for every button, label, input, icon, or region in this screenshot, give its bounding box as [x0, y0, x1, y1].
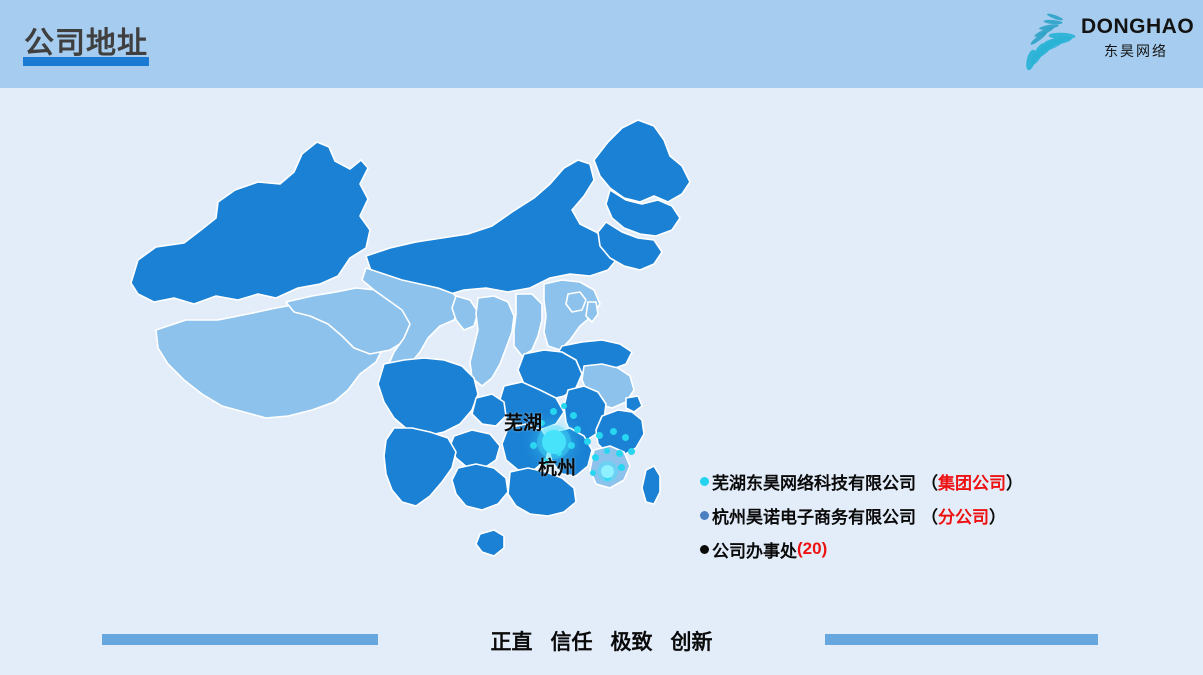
- province-chongqing: [471, 393, 507, 427]
- province-jilin: [605, 189, 681, 237]
- legend-note: （集团公司）: [921, 469, 1023, 494]
- office-dot: [570, 412, 577, 419]
- slogan-word: 信任: [550, 631, 593, 654]
- legend-label: 芜湖东昊网络科技有限公司: [712, 473, 916, 493]
- office-dot: [542, 458, 549, 465]
- province-sichuan: [377, 357, 479, 437]
- province-shanxi: [513, 293, 543, 357]
- province-guangxi: [451, 463, 509, 511]
- map-label-wuhu: 芜湖: [504, 413, 543, 434]
- legend-bullet-icon: [700, 544, 709, 554]
- office-dot: [592, 454, 599, 461]
- office-dot: [556, 450, 562, 456]
- province-tianjin: [585, 301, 599, 323]
- header-band: [0, 0, 1203, 88]
- office-dot: [622, 434, 629, 441]
- legend-note-text: 分公司: [938, 507, 989, 527]
- office-dot: [539, 420, 545, 426]
- province-liaoning: [597, 221, 663, 271]
- province-beijing: [565, 291, 587, 313]
- footer-bar-left: [102, 634, 378, 645]
- map-label-hangzhou: 杭州: [538, 458, 577, 479]
- province-heilongjiang: [593, 119, 691, 203]
- province-taiwan: [641, 465, 661, 505]
- marker-hangzhou-branch[interactable]: [601, 465, 614, 478]
- legend: 芜湖东昊网络科技有限公司 （集团公司） 杭州昊诺电子商务有限公司 （分公司） 公…: [700, 464, 1120, 566]
- office-dot: [618, 464, 625, 471]
- marker-wuhu-headquarters[interactable]: [542, 430, 566, 454]
- office-dot: [530, 442, 537, 449]
- province-xinjiang: [130, 141, 371, 305]
- legend-label: 公司办事处: [712, 541, 797, 561]
- donghao-fan-logo-icon: [1026, 13, 1076, 70]
- footer-bar-right: [825, 634, 1098, 645]
- province-shanghai: [625, 395, 643, 413]
- logo-text-block: DONGHAO 东昊网络: [1081, 15, 1195, 59]
- legend-note: （分公司）: [921, 503, 1006, 528]
- office-dot: [596, 432, 603, 439]
- office-dot: [574, 426, 581, 433]
- slogan-word: 极致: [610, 631, 653, 654]
- province-guizhou: [449, 429, 501, 469]
- office-dot: [561, 403, 567, 409]
- office-dot: [568, 442, 575, 449]
- province-shaanxi: [469, 295, 515, 387]
- legend-bullet-icon: [700, 510, 709, 520]
- province-ningxia: [451, 295, 479, 331]
- province-inner-mongolia: [365, 159, 619, 297]
- footer-slogan: 正直 信任 极致 创新: [0, 626, 1203, 656]
- province-yunnan: [383, 427, 457, 507]
- legend-bullet-icon: [700, 476, 709, 486]
- legend-note-close: ）: [989, 507, 1006, 527]
- legend-item-branch-company: 杭州昊诺电子商务有限公司 （分公司）: [700, 498, 1120, 532]
- legend-note-open: （: [921, 473, 938, 493]
- company-logo: DONGHAO 东昊网络: [1015, 6, 1195, 72]
- office-dot: [628, 448, 635, 455]
- office-dot: [590, 470, 596, 476]
- title-underline-accent: [23, 57, 149, 66]
- logo-name: DONGHAO: [1081, 15, 1195, 38]
- province-gansu: [361, 267, 463, 375]
- province-guangdong: [507, 467, 577, 517]
- province-hunan: [501, 423, 551, 471]
- legend-note-open: （: [921, 507, 938, 527]
- china-map-svg: [130, 119, 691, 557]
- province-hainan: [475, 529, 505, 557]
- province-tibet: [155, 297, 385, 419]
- legend-label: 杭州昊诺电子商务有限公司: [712, 507, 916, 527]
- office-dot: [584, 438, 591, 445]
- legend-note-close: ）: [1006, 473, 1023, 493]
- logo-subtitle: 东昊网络: [1104, 43, 1168, 59]
- legend-item-offices: 公司办事处 (20): [700, 532, 1120, 566]
- china-map: 芜湖 杭州: [98, 98, 708, 618]
- legend-note-text: (20): [797, 539, 828, 558]
- slogan-word: 创新: [670, 631, 713, 654]
- office-dot: [604, 448, 610, 454]
- legend-item-group-company: 芜湖东昊网络科技有限公司 （集团公司）: [700, 464, 1120, 498]
- office-dot: [550, 408, 557, 415]
- office-dot: [616, 450, 623, 457]
- slogan-word: 正直: [490, 631, 533, 654]
- province-hebei: [543, 279, 601, 351]
- page-title: 公司地址: [24, 27, 148, 60]
- province-zhejiang: [595, 409, 645, 457]
- legend-note-text: 集团公司: [938, 473, 1006, 493]
- office-dot: [610, 428, 617, 435]
